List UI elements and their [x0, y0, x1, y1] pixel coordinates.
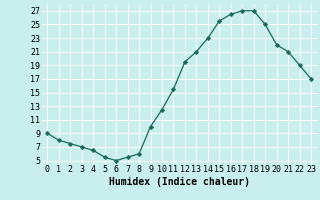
X-axis label: Humidex (Indice chaleur): Humidex (Indice chaleur): [109, 177, 250, 187]
